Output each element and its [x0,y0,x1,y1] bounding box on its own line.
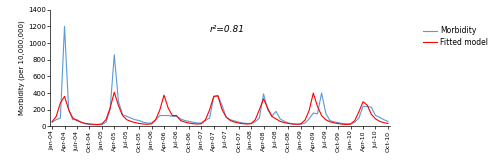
Fitted model [215,95,221,97]
Morbidity [136,120,142,122]
Fitted model [385,122,391,124]
Morbidity [90,124,96,126]
Morbidity [49,121,55,123]
Y-axis label: Morbidity (per 10,000,000): Morbidity (per 10,000,000) [18,21,25,115]
Morbidity [215,95,221,97]
Line: Fitted model: Fitted model [52,92,388,125]
Fitted model [94,124,100,126]
Fitted model [49,121,55,123]
Fitted model [136,122,142,124]
Text: r²=0.81: r²=0.81 [210,25,244,34]
Morbidity [148,122,154,124]
Fitted model [152,119,158,121]
Morbidity [152,119,158,121]
Fitted model [148,123,154,125]
Fitted model [318,115,324,116]
Morbidity [327,120,333,122]
Fitted model [327,121,333,123]
Morbidity [385,120,391,122]
Legend: Morbidity, Fitted model: Morbidity, Fitted model [420,23,491,50]
Morbidity [318,92,324,94]
Morbidity [62,25,68,27]
Line: Morbidity: Morbidity [52,26,388,125]
Fitted model [112,91,117,93]
